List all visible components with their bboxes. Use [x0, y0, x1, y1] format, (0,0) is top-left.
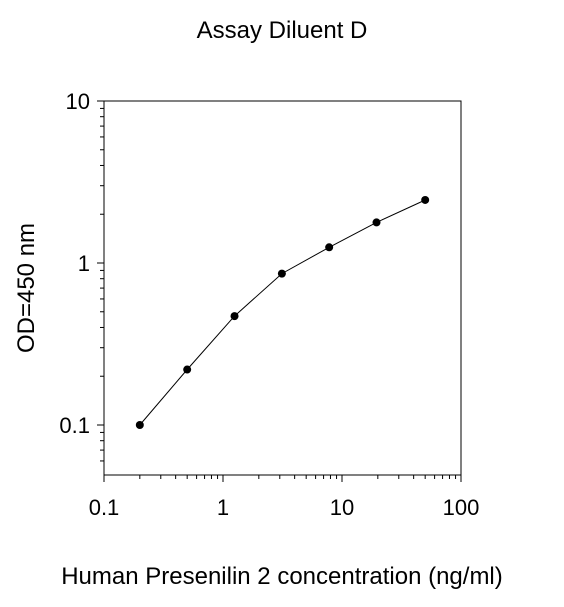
- x-tick-label: 100: [443, 495, 480, 520]
- data-point: [372, 218, 381, 227]
- y-tick-label: 1: [78, 251, 90, 276]
- x-tick-label: 1: [217, 495, 229, 520]
- y-tick-label: 10: [66, 89, 90, 114]
- x-tick-label: 0.1: [89, 495, 120, 520]
- series-line: [139, 199, 426, 426]
- x-axis-ticks: 0.1 1 10 100: [89, 475, 480, 520]
- data-point: [135, 421, 144, 429]
- y-axis-ticks: 0.1 1 10: [59, 89, 104, 462]
- x-tick-label: 10: [330, 495, 354, 520]
- series-layer: [135, 195, 430, 429]
- y-axis-label: OD=450 nm: [13, 223, 40, 353]
- data-point: [421, 195, 430, 204]
- data-point: [277, 269, 286, 278]
- data-point: [230, 312, 239, 321]
- data-point: [183, 365, 192, 374]
- x-axis-label: Human Presenilin 2 concentration (ng/ml): [61, 563, 503, 590]
- data-point: [325, 243, 334, 252]
- plot-frame: [103, 100, 462, 476]
- y-tick-label: 0.1: [59, 413, 90, 438]
- chart-title: Assay Diluent D: [197, 17, 368, 44]
